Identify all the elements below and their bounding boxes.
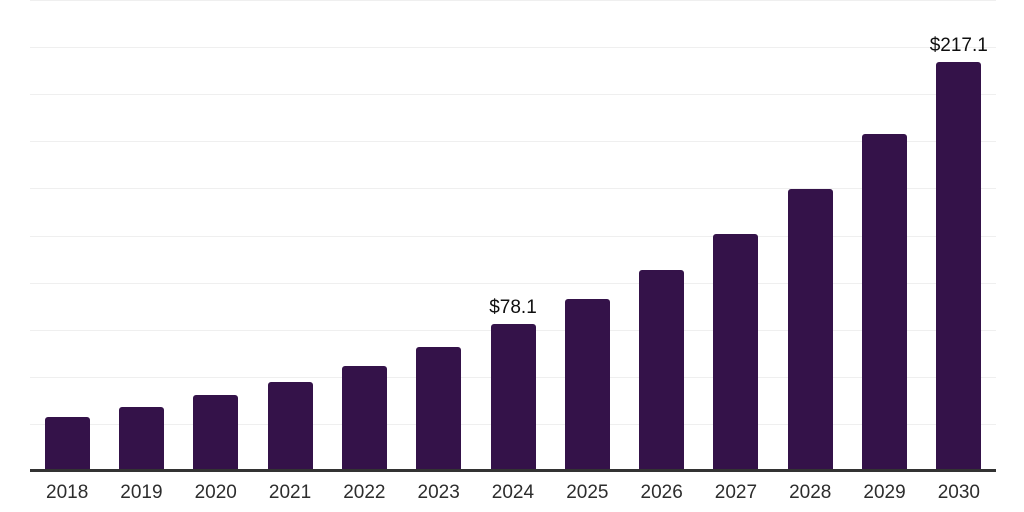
gridline — [30, 283, 996, 284]
bar-2019 — [119, 406, 164, 471]
x-tick-label-2018: 2018 — [46, 482, 89, 503]
x-tick-label-2021: 2021 — [268, 482, 312, 503]
gridline — [30, 47, 996, 48]
bar-2026 — [639, 270, 685, 471]
x-tick-label-2028: 2028 — [789, 482, 832, 503]
gridline — [30, 0, 996, 1]
bar-2027 — [713, 234, 759, 471]
x-tick-label-2024: 2024 — [491, 482, 535, 503]
bar-2029 — [862, 134, 907, 471]
bar-2023 — [416, 347, 462, 471]
gridline — [30, 94, 996, 95]
x-tick-label-2029: 2029 — [863, 482, 906, 503]
x-tick-label-2022: 2022 — [343, 482, 386, 503]
x-axis-line — [30, 469, 996, 472]
bar-2028 — [787, 189, 833, 471]
value-label-2030: $217.1 — [929, 35, 988, 56]
bar-2021 — [267, 382, 313, 471]
gridline — [30, 141, 996, 142]
x-tick-label-2027: 2027 — [714, 482, 758, 503]
bar-2018 — [44, 417, 90, 471]
value-label-2024: $78.1 — [489, 296, 537, 318]
x-tick-label-2025: 2025 — [566, 482, 609, 503]
x-tick-label-2030: 2030 — [937, 482, 980, 503]
bar-2025 — [564, 299, 610, 471]
bar-2022 — [341, 366, 387, 471]
x-tick-label-2020: 2020 — [194, 482, 237, 503]
gridline — [30, 236, 996, 237]
x-tick-label-2023: 2023 — [417, 482, 460, 503]
gridline — [30, 188, 996, 189]
x-tick-label-2019: 2019 — [120, 482, 163, 503]
bar-2020 — [193, 395, 239, 471]
bar-2030 — [936, 62, 982, 471]
x-tick-label-2026: 2026 — [640, 482, 683, 503]
bar-2024 — [490, 323, 536, 471]
